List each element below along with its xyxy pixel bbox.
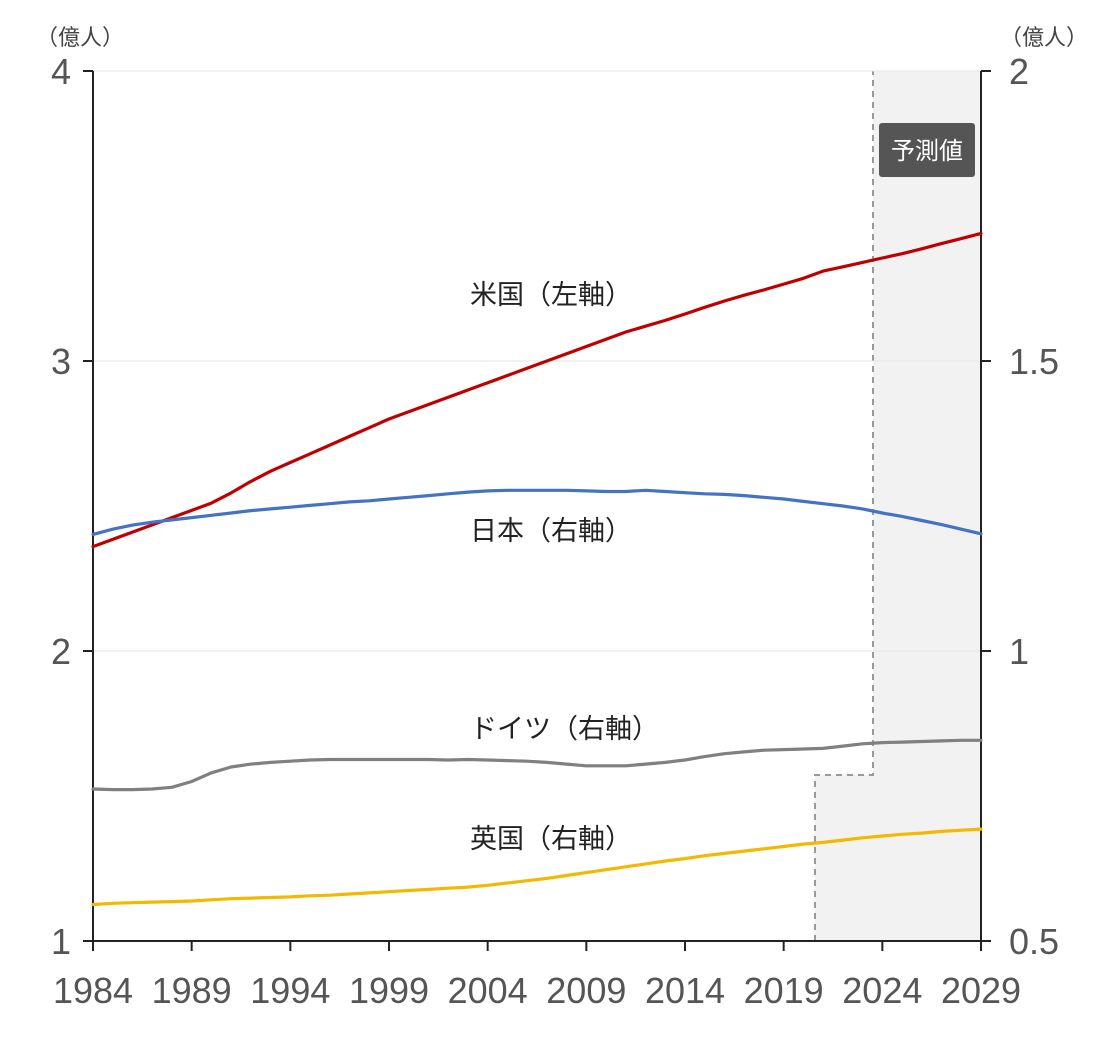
left-axis-ticks: 1 2 3 4 — [51, 51, 93, 962]
japan-series-line — [91, 488, 983, 537]
forecast-shaded-region — [873, 71, 981, 941]
x-tick-label: 2024 — [842, 970, 922, 1011]
us-series-line — [91, 231, 983, 549]
x-tick-label: 1999 — [349, 970, 429, 1011]
forecast-badge — [879, 123, 975, 177]
germany-series-label: ドイツ（右軸） — [470, 714, 659, 745]
x-tick-label: 1984 — [53, 970, 133, 1011]
forecast-boundary-dashed-line — [814, 71, 874, 941]
left-tick-label: 3 — [51, 341, 71, 382]
left-tick-label: 1 — [51, 921, 71, 962]
x-tick-label: 2004 — [448, 970, 528, 1011]
left-tick-label: 2 — [51, 631, 71, 672]
uk-series-line — [91, 827, 983, 907]
right-tick-label: 0.5 — [1009, 921, 1059, 962]
forecast-shaded-step — [815, 775, 873, 941]
uk-series-label: 英国（右軸） — [470, 824, 632, 855]
left-axis-unit-label: （億人） — [36, 26, 124, 51]
left-tick-label: 4 — [51, 51, 71, 92]
x-axis-ticks: 1984 1989 1994 1999 2004 2009 2014 2019 2024 2029 — [53, 941, 1021, 1011]
germany-series-line — [91, 738, 983, 792]
japan-series-label: 日本（右軸） — [470, 516, 632, 547]
x-tick-label: 2014 — [645, 970, 725, 1011]
x-tick-label: 2029 — [941, 970, 1021, 1011]
forecast-badge-label: 予測値 — [891, 137, 963, 165]
us-series-label: 米国（左軸） — [470, 280, 632, 311]
x-tick-label: 2009 — [546, 970, 626, 1011]
right-tick-label: 1.5 — [1009, 341, 1059, 382]
right-axis-unit-label: （億人） — [1000, 26, 1088, 51]
x-tick-label: 1994 — [250, 970, 330, 1011]
series-lines — [91, 231, 983, 907]
right-axis-ticks: 0.5 1 1.5 2 — [981, 51, 1059, 962]
right-tick-label: 2 — [1009, 51, 1029, 92]
right-tick-label: 1 — [1009, 631, 1029, 672]
x-tick-label: 1989 — [152, 970, 232, 1011]
x-tick-label: 2019 — [744, 970, 824, 1011]
